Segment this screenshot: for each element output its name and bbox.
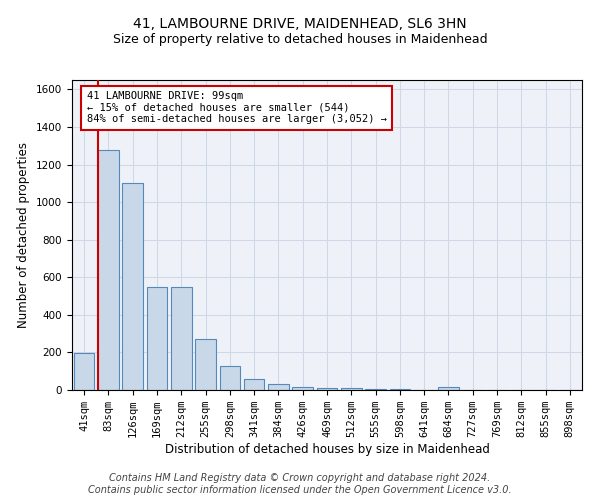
Bar [74, 353, 94, 390]
Bar [438, 387, 459, 390]
Bar [317, 388, 337, 390]
Y-axis label: Number of detached properties: Number of detached properties [17, 142, 31, 328]
Text: 41 LAMBOURNE DRIVE: 99sqm
← 15% of detached houses are smaller (544)
84% of semi: 41 LAMBOURNE DRIVE: 99sqm ← 15% of detac… [86, 92, 386, 124]
Bar [122, 184, 143, 390]
Bar [171, 286, 191, 390]
Bar [146, 286, 167, 390]
Text: Size of property relative to detached houses in Maidenhead: Size of property relative to detached ho… [113, 32, 487, 46]
Bar [292, 386, 313, 390]
Bar [98, 150, 119, 390]
Bar [268, 384, 289, 390]
Bar [244, 378, 265, 390]
Bar [220, 366, 240, 390]
Text: Contains HM Land Registry data © Crown copyright and database right 2024.
Contai: Contains HM Land Registry data © Crown c… [88, 474, 512, 495]
Text: 41, LAMBOURNE DRIVE, MAIDENHEAD, SL6 3HN: 41, LAMBOURNE DRIVE, MAIDENHEAD, SL6 3HN [133, 18, 467, 32]
Bar [365, 389, 386, 390]
Bar [195, 340, 216, 390]
Bar [341, 388, 362, 390]
X-axis label: Distribution of detached houses by size in Maidenhead: Distribution of detached houses by size … [164, 443, 490, 456]
